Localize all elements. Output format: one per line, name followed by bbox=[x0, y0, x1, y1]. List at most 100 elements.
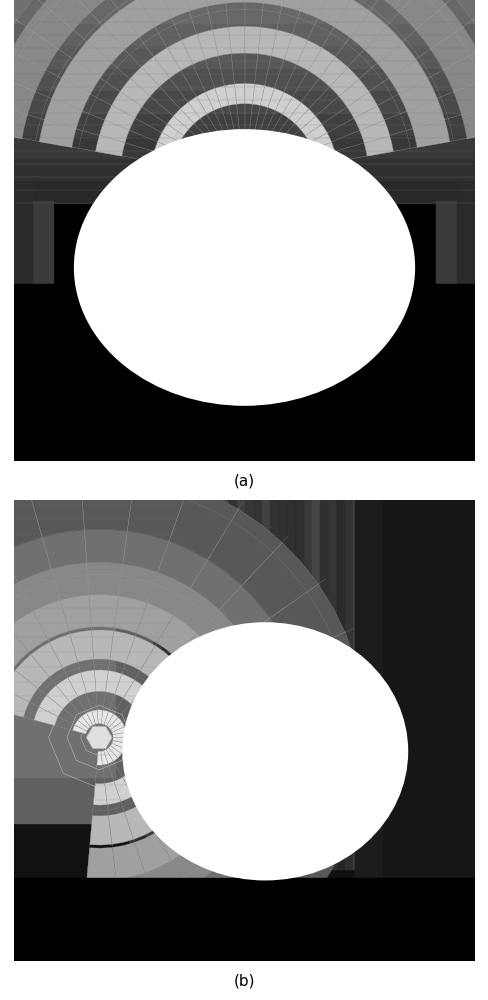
Polygon shape bbox=[200, 761, 243, 798]
Bar bbox=[245, 500, 253, 869]
Polygon shape bbox=[110, 743, 124, 754]
Bar bbox=[137, 500, 145, 869]
Polygon shape bbox=[104, 105, 135, 131]
Ellipse shape bbox=[122, 622, 407, 880]
Bar bbox=[203, 500, 212, 869]
Polygon shape bbox=[299, 0, 331, 18]
Bar bbox=[262, 500, 270, 869]
Polygon shape bbox=[0, 23, 1, 73]
Polygon shape bbox=[109, 631, 135, 664]
Polygon shape bbox=[123, 934, 184, 1000]
Polygon shape bbox=[142, 711, 165, 728]
Polygon shape bbox=[288, 782, 360, 847]
Polygon shape bbox=[178, 0, 207, 11]
Polygon shape bbox=[113, 732, 127, 738]
Bar bbox=[162, 500, 170, 869]
Polygon shape bbox=[210, 160, 224, 169]
Polygon shape bbox=[207, 509, 282, 586]
Polygon shape bbox=[176, 738, 206, 760]
Polygon shape bbox=[103, 711, 113, 726]
Polygon shape bbox=[93, 783, 107, 805]
Polygon shape bbox=[44, 98, 82, 129]
Polygon shape bbox=[264, 160, 278, 169]
Bar bbox=[228, 500, 237, 869]
Bar bbox=[369, 500, 377, 869]
Polygon shape bbox=[346, 91, 377, 118]
Polygon shape bbox=[338, 79, 368, 107]
Polygon shape bbox=[122, 772, 144, 796]
Polygon shape bbox=[359, 120, 389, 143]
Polygon shape bbox=[197, 601, 252, 656]
Polygon shape bbox=[217, 840, 283, 906]
Polygon shape bbox=[196, 30, 218, 60]
Bar bbox=[336, 500, 345, 869]
Polygon shape bbox=[260, 648, 322, 703]
Bar bbox=[354, 500, 474, 961]
Polygon shape bbox=[452, 76, 488, 115]
Bar bbox=[452, 500, 460, 869]
Bar bbox=[328, 500, 336, 869]
Polygon shape bbox=[15, 655, 49, 689]
Polygon shape bbox=[127, 472, 188, 542]
Polygon shape bbox=[59, 590, 91, 631]
Bar bbox=[145, 500, 154, 869]
Polygon shape bbox=[349, 11, 386, 50]
Polygon shape bbox=[300, 116, 322, 136]
Polygon shape bbox=[187, 97, 206, 119]
Polygon shape bbox=[108, 717, 122, 730]
Polygon shape bbox=[62, 0, 109, 13]
Polygon shape bbox=[0, 0, 35, 21]
Polygon shape bbox=[222, 146, 232, 159]
Polygon shape bbox=[119, 0, 155, 38]
Polygon shape bbox=[246, 141, 252, 155]
Polygon shape bbox=[257, 27, 277, 56]
Polygon shape bbox=[208, 163, 223, 171]
Polygon shape bbox=[79, 912, 126, 965]
Polygon shape bbox=[275, 92, 292, 114]
Polygon shape bbox=[190, 543, 254, 610]
Polygon shape bbox=[112, 842, 146, 884]
Polygon shape bbox=[155, 819, 198, 865]
Polygon shape bbox=[114, 674, 134, 698]
Polygon shape bbox=[244, 0, 267, 3]
Polygon shape bbox=[219, 148, 230, 161]
Text: (a): (a) bbox=[233, 473, 255, 488]
Polygon shape bbox=[204, 891, 279, 968]
Polygon shape bbox=[51, 78, 90, 111]
Polygon shape bbox=[214, 153, 226, 164]
Polygon shape bbox=[0, 103, 27, 139]
Polygon shape bbox=[5, 607, 48, 652]
Polygon shape bbox=[267, 822, 343, 894]
Polygon shape bbox=[144, 861, 194, 915]
Bar bbox=[220, 500, 228, 869]
Bar bbox=[361, 500, 369, 869]
Polygon shape bbox=[307, 47, 335, 78]
Polygon shape bbox=[48, 550, 89, 600]
Polygon shape bbox=[269, 584, 345, 656]
Polygon shape bbox=[214, 86, 228, 108]
Polygon shape bbox=[3, 670, 38, 702]
Polygon shape bbox=[188, 867, 252, 934]
Polygon shape bbox=[163, 770, 197, 801]
Polygon shape bbox=[31, 642, 62, 677]
Bar bbox=[14, 201, 53, 284]
Polygon shape bbox=[363, 135, 393, 156]
Polygon shape bbox=[108, 746, 122, 758]
Bar bbox=[195, 500, 203, 869]
Polygon shape bbox=[116, 873, 159, 924]
Polygon shape bbox=[215, 796, 270, 847]
Polygon shape bbox=[221, 0, 244, 3]
Polygon shape bbox=[302, 685, 366, 740]
Polygon shape bbox=[86, 726, 112, 749]
Polygon shape bbox=[163, 676, 198, 707]
Polygon shape bbox=[0, 519, 51, 582]
Bar bbox=[410, 500, 419, 869]
Polygon shape bbox=[122, 512, 175, 572]
Polygon shape bbox=[258, 148, 269, 161]
Polygon shape bbox=[86, 847, 117, 885]
Bar bbox=[187, 500, 195, 869]
Polygon shape bbox=[461, 103, 488, 139]
Bar bbox=[14, 153, 474, 180]
Polygon shape bbox=[147, 561, 197, 615]
Polygon shape bbox=[236, 141, 242, 155]
